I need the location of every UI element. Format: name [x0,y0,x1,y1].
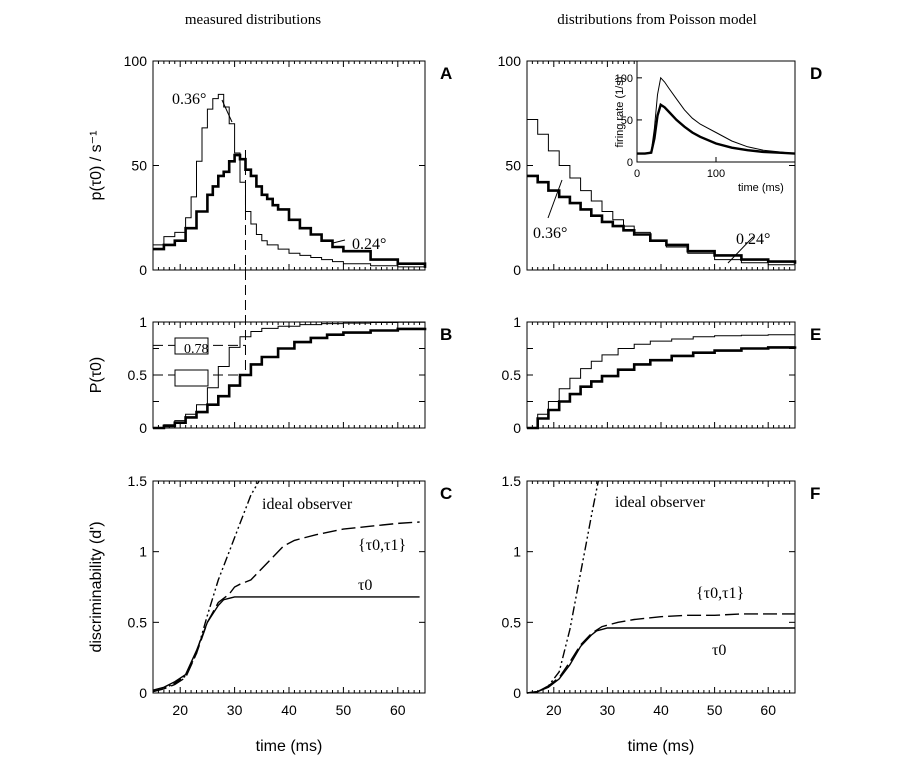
panel-a-ytick-label: 0 [139,262,147,278]
panel-d-series-2 [527,174,797,264]
panel-c-ytick-label: 1 [139,544,147,560]
annotation-d-036: 0.36° [533,225,567,242]
panel-f-xtick-label: 60 [760,702,776,718]
panel-c-series-1 [152,480,260,693]
empty-box [174,369,209,387]
annotation-d-024: 0.24° [736,231,770,248]
panel-e: 0 0.5 1 E [502,314,822,436]
panel-e-series-1 [527,334,796,429]
inset-series-1 [637,76,796,155]
panel-e-frame [526,321,796,429]
panel-c-xtick-label: 60 [390,702,406,718]
annotation-leader [221,99,233,123]
panel-f: 0 0.5 1 1.5 20 30 40 50 60 time (ms) F [502,473,821,755]
value-box [174,337,209,355]
panel-a-ytick-label: 50 [131,158,147,174]
panel-d-ytick-label: 50 [505,158,521,174]
panel-b-letter: B [440,325,452,344]
panel-d-ytick-label: 0 [513,262,521,278]
inset-ytick-label: 100 [615,73,633,85]
label-c-tau0: τ0 [358,577,372,594]
panel-c-ytick-label: 0 [139,685,147,701]
panel-e-ytick-label: 1 [513,314,521,330]
inset-frame [636,60,796,163]
panel-c: 0 0.5 1 1.5 20 30 40 50 60 time (ms) discriminabil… [88,473,452,755]
header-right: distributions from Poisson model [557,12,757,28]
panel-a-ytick-label: 100 [124,53,148,69]
inset-xtick-label: 0 [634,168,640,180]
panel-a-series-2 [153,153,427,268]
panel-f-xtick-label: 30 [600,702,616,718]
panel-f-ytick-label: 1 [513,544,521,560]
panel-a: 0 50 100 p(τ0) / s⁻¹ A [88,53,452,278]
panel-c-xtick-label: 50 [336,702,352,718]
panel-f-xtick-label: 50 [707,702,723,718]
panel-a-letter: A [440,64,452,83]
panel-c-series-3 [152,596,420,691]
panel-b: 0 0.5 1 P(τ0) B [88,150,452,436]
panel-b-ytick-label: 1 [139,314,147,330]
panel-f-series-2 [526,613,795,694]
label-c-tau01: {τ0,τ1} [358,537,406,554]
panel-c-xtick-label: 20 [172,702,188,718]
panel-f-xtick-label: 20 [546,702,562,718]
inset-ytick-label: 0 [627,157,633,169]
panel-b-ytick-label: 0 [139,420,147,436]
panel-f-xlabel: time (ms) [628,738,695,755]
panel-e-letter: E [810,325,821,344]
panel-c-ylabel: discriminability (d') [88,521,105,652]
panel-f-letter: F [810,484,820,503]
panel-f-ytick-label: 1.5 [502,473,522,489]
panel-f-ytick-label: 0.5 [502,614,522,630]
label-c-ideal-observer: ideal observer [262,496,353,513]
panel-c-series-2 [152,521,420,693]
panel-f-xtick-label: 40 [653,702,669,718]
header-left: measured distributions [185,12,321,28]
panel-e-series-2 [527,346,797,430]
panel-c-xtick-label: 40 [281,702,297,718]
panel-c-letter: C [440,484,452,503]
panel-b-series-2 [153,327,427,430]
panel-f-series-3 [526,627,795,694]
annotation-a-036: 0.36° [172,91,206,108]
panel-b-ytick-label: 0.5 [128,367,148,383]
panel-f-frame [526,480,796,694]
inset-ylabel: firing rate (1/s) [614,77,626,148]
panel-e-ytick-label: 0.5 [502,367,522,383]
panel-c-xlabel: time (ms) [256,738,323,755]
label-f-tau01: {τ0,τ1} [696,585,744,602]
label-f-ideal-observer: ideal observer [615,494,706,511]
annotation-box-value: 0.78 [184,342,209,357]
panel-f-ytick-label: 0 [513,685,521,701]
panel-c-ytick-label: 1.5 [128,473,148,489]
label-f-tau0: τ0 [712,642,726,659]
annotation-leader [547,179,563,219]
panel-e-ytick-label: 0 [513,420,521,436]
panel-f-series-1 [537,480,599,693]
inset-xtick-label: 100 [707,168,725,180]
inset-series-2 [637,102,796,155]
panel-a-ylabel: p(τ0) / s⁻¹ [88,131,105,201]
annotation-a-024: 0.24° [352,236,386,253]
panel-b-ylabel: P(τ0) [88,357,105,394]
panel-d-letter: D [810,64,822,83]
panel-d-ytick-label: 100 [498,53,522,69]
panel-d-series-1 [527,119,796,266]
annotation-leader [332,239,346,244]
inset-xlabel: time (ms) [738,182,784,194]
panel-c-xtick-label: 30 [227,702,243,718]
annotation-leader [727,236,754,264]
panel-c-ytick-label: 0.5 [128,614,148,630]
inset-ytick-label: 50 [621,115,633,127]
